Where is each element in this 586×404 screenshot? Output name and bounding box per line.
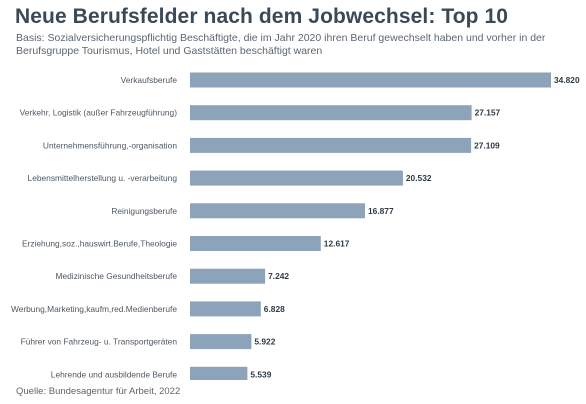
value-label: 6.828 <box>264 304 285 314</box>
value-label: 34.820 <box>554 75 580 85</box>
source-note: Quelle: Bundesagentur für Arbeit, 2022 <box>16 386 181 397</box>
value-label: 5.539 <box>250 369 271 379</box>
bar <box>190 170 403 186</box>
value-label: 27.157 <box>475 108 501 118</box>
category-label: Erziehung,soz.,hauswirt.Berufe,Theologie <box>22 239 177 249</box>
category-label: Reinigungsberufe <box>111 206 177 216</box>
bar <box>190 203 365 219</box>
bar <box>190 301 261 317</box>
bar <box>190 137 472 153</box>
category-label: Verkehr, Logistik (außer Fahrzeugführung… <box>20 108 178 118</box>
category-label: Lehrende und ausbildende Berufe <box>51 369 178 379</box>
chart-subtitle: Basis: Sozialversicherungspflichtig Besc… <box>16 32 546 57</box>
bar <box>190 72 551 88</box>
value-label: 12.617 <box>324 239 350 249</box>
bar <box>190 366 248 380</box>
chart-title: Neue Berufsfelder nach dem Jobwechsel: T… <box>15 5 509 28</box>
bar <box>190 334 252 350</box>
value-label: 5.922 <box>254 337 275 347</box>
category-label: Unternehmensführung,-organisation <box>43 140 177 150</box>
value-label: 16.877 <box>368 206 394 216</box>
value-label: 27.109 <box>474 140 500 150</box>
bar <box>190 236 321 251</box>
category-label: Verkaufsberufe <box>121 75 178 85</box>
bar <box>190 105 472 121</box>
category-label: Führer von Fahrzeug- u. Transportgeräten <box>21 337 178 347</box>
bar-chart: Verkaufsberufe 34.820 Verkehr, Logistik (a… <box>11 72 580 380</box>
category-label: Lebensmittelherstellung u. -verarbeitung <box>28 173 178 183</box>
bar <box>190 268 266 284</box>
category-label: Werbung,Marketing,kaufm,red.Medienberufe <box>11 304 177 314</box>
value-label: 20.532 <box>406 173 432 183</box>
value-label: 7.242 <box>268 271 289 281</box>
category-label: Medizinische Gesundheitsberufe <box>55 271 177 281</box>
